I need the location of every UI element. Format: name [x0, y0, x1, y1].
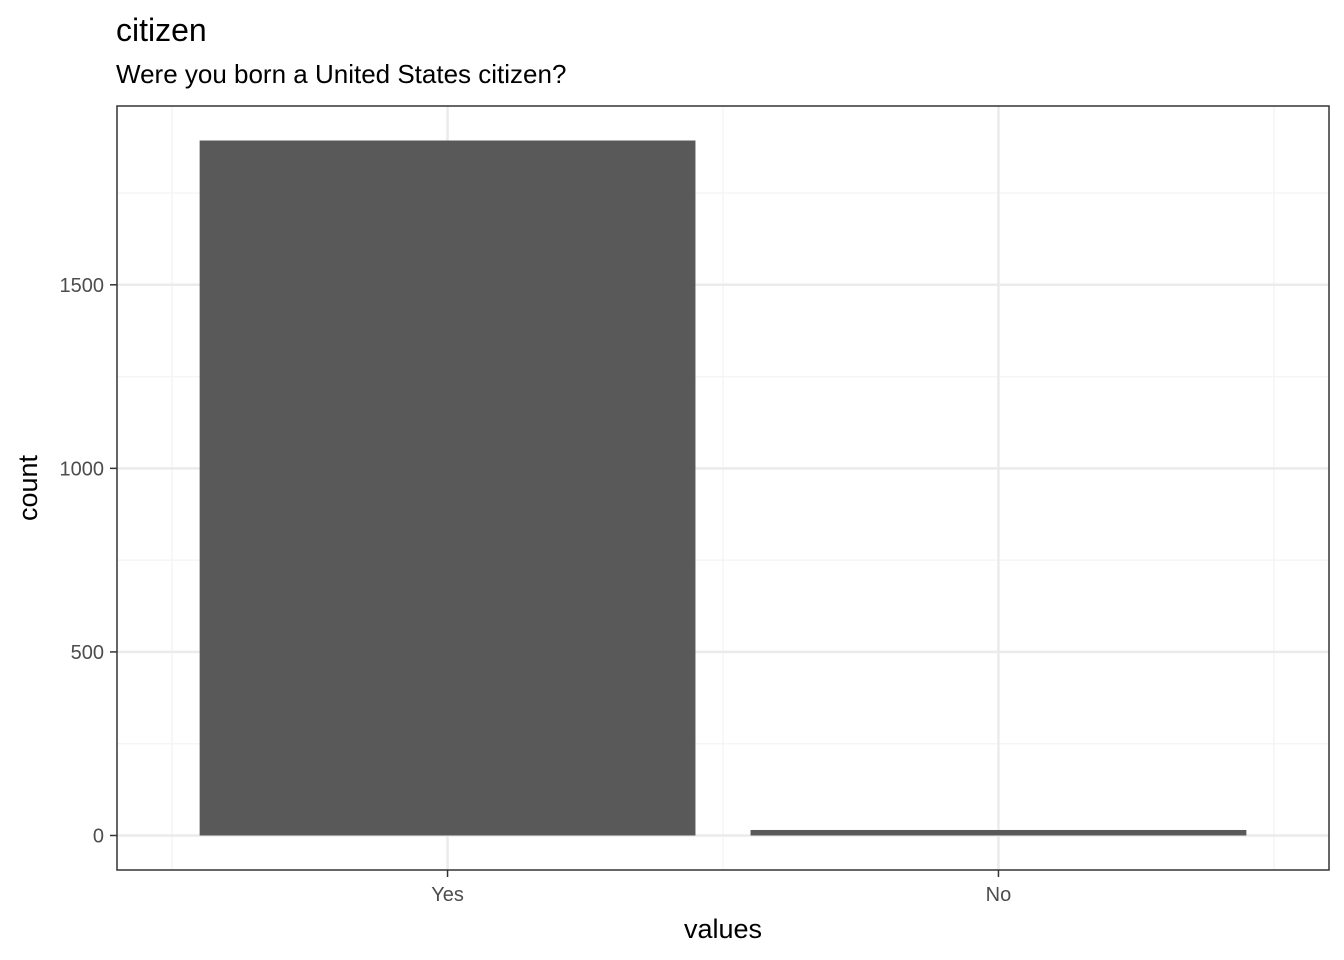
- y-tick-label: 0: [93, 825, 104, 847]
- x-axis: Yes No: [431, 870, 1011, 906]
- bars: [199, 140, 1247, 836]
- y-axis: 0 500 1000 1500: [60, 275, 117, 847]
- y-tick-label: 1000: [60, 458, 105, 480]
- x-axis-title: values: [684, 914, 762, 944]
- chart-title: citizen: [116, 12, 207, 48]
- bar-no: [750, 829, 1247, 836]
- y-tick-label: 1500: [60, 275, 105, 297]
- x-tick-label: Yes: [431, 884, 464, 906]
- x-tick-label: No: [986, 884, 1012, 906]
- y-tick-label: 500: [71, 642, 104, 664]
- panel-border: [116, 105, 1330, 871]
- bar-yes: [199, 140, 696, 836]
- y-axis-title: count: [13, 454, 43, 521]
- chart-subtitle: Were you born a United States citizen?: [116, 59, 566, 89]
